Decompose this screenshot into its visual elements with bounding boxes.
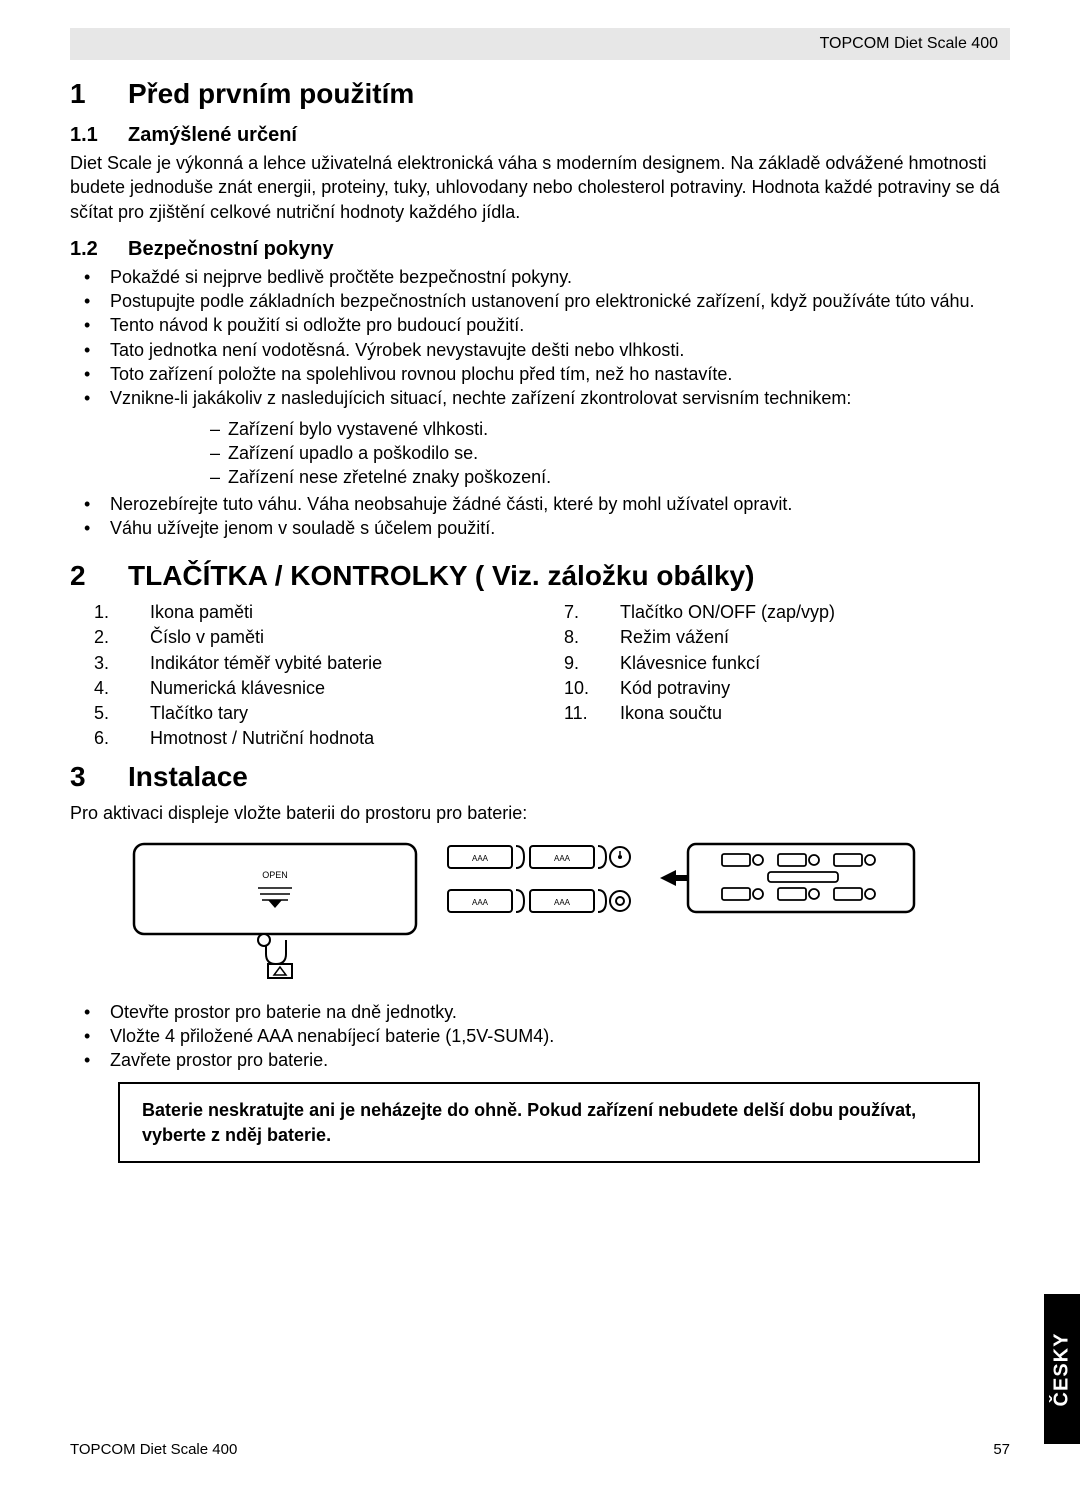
figure-panel-3 bbox=[658, 840, 918, 918]
list-item: 4. Numerická klávesnice bbox=[70, 676, 540, 701]
install-bullets: Otevřte prostor pro baterie na dně jedno… bbox=[70, 1000, 1010, 1073]
list-item-number: 11. bbox=[564, 701, 604, 726]
list-item: Toto zařízení položte na spolehlivou rov… bbox=[70, 362, 1010, 386]
list-item-number: 7. bbox=[564, 600, 604, 625]
header-product: TOPCOM Diet Scale 400 bbox=[820, 35, 998, 53]
list-item-text: Ikona paměti bbox=[150, 602, 253, 622]
language-tab-label: ČESKY bbox=[1051, 1332, 1074, 1406]
svg-text:AAA: AAA bbox=[472, 854, 489, 863]
language-tab: ČESKY bbox=[1044, 1294, 1080, 1444]
list-item: Zařízení upadlo a poškodilo se. bbox=[210, 441, 1010, 465]
list-item-text: Kód potraviny bbox=[620, 678, 730, 698]
subsection-1-2-number: 1.2 bbox=[70, 238, 128, 261]
section-3-heading: 3 Instalace bbox=[70, 761, 1010, 793]
list-item: 2. Číslo v paměti bbox=[70, 625, 540, 650]
safety-bullets-1: Pokaždé si nejprve bedlivě pročtěte bezp… bbox=[70, 265, 1010, 411]
list-item: 8. Režim vážení bbox=[540, 625, 1010, 650]
section-2-heading: 2 TLAČÍTKA / KONTROLKY ( Viz. záložku ob… bbox=[70, 560, 1010, 592]
list-item-text: Ikona součtu bbox=[620, 703, 722, 723]
list-item: 6. Hmotnost / Nutriční hodnota bbox=[70, 726, 540, 751]
list-item-number: 1. bbox=[94, 600, 134, 625]
list-item: 5. Tlačítko tary bbox=[70, 701, 540, 726]
section-1-number: 1 bbox=[70, 78, 128, 110]
list-item-text: Klávesnice funkcí bbox=[620, 653, 760, 673]
section-1-title: Před prvním použitím bbox=[128, 78, 414, 110]
list-item: 10. Kód potraviny bbox=[540, 676, 1010, 701]
para-1-1: Diet Scale je výkonná a lehce uživatelná… bbox=[70, 151, 1010, 224]
list-item-number: 5. bbox=[94, 701, 134, 726]
section-2-title: TLAČÍTKA / KONTROLKY ( Viz. záložku obál… bbox=[128, 560, 754, 592]
list-item: Zařízení bylo vystavené vlhkosti. bbox=[210, 417, 1010, 441]
list-item-text: Tlačítko ON/OFF (zap/vyp) bbox=[620, 602, 835, 622]
list-item: 3. Indikátor téměř vybité baterie bbox=[70, 651, 540, 676]
list-item-text: Numerická klávesnice bbox=[150, 678, 325, 698]
list-item: Postupujte podle základních bezpečnostní… bbox=[70, 289, 1010, 313]
list-item-number: 10. bbox=[564, 676, 604, 701]
section-2-number: 2 bbox=[70, 560, 128, 592]
subsection-1-2-title: Bezpečnostní pokyny bbox=[128, 238, 334, 261]
list-item-text: Číslo v paměti bbox=[150, 627, 264, 647]
list-item-number: 8. bbox=[564, 625, 604, 650]
list-item: Váhu užívejte jenom v souladě s účelem p… bbox=[70, 516, 1010, 540]
list-item-number: 9. bbox=[564, 651, 604, 676]
list-item: 7. Tlačítko ON/OFF (zap/vyp) bbox=[540, 600, 1010, 625]
svg-text:AAA: AAA bbox=[554, 898, 571, 907]
list-item-text: Hmotnost / Nutriční hodnota bbox=[150, 728, 374, 748]
para-3: Pro aktivaci displeje vložte baterii do … bbox=[70, 801, 1010, 825]
subsection-1-1-number: 1.1 bbox=[70, 124, 128, 147]
safety-dashes: Zařízení bylo vystavené vlhkosti.Zařízen… bbox=[210, 417, 1010, 490]
battery-warning: Baterie neskratujte ani je neházejte do … bbox=[118, 1082, 980, 1163]
svg-text:AAA: AAA bbox=[472, 898, 489, 907]
battery-warning-text: Baterie neskratujte ani je neházejte do … bbox=[142, 1100, 916, 1144]
list-item: Otevřte prostor pro baterie na dně jedno… bbox=[70, 1000, 1010, 1024]
list-item: 9. Klávesnice funkcí bbox=[540, 651, 1010, 676]
section-3-title: Instalace bbox=[128, 761, 248, 793]
footer: TOPCOM Diet Scale 400 57 bbox=[70, 1441, 1010, 1458]
list-item: Tento návod k použití si odložte pro bud… bbox=[70, 313, 1010, 337]
section-3-number: 3 bbox=[70, 761, 128, 793]
list-item: Pokaždé si nejprve bedlivě pročtěte bezp… bbox=[70, 265, 1010, 289]
list-item-number: 4. bbox=[94, 676, 134, 701]
subsection-1-1-heading: 1.1 Zamýšlené určení bbox=[70, 124, 1010, 147]
list-item: Nerozebírejte tuto váhu. Váha neobsahuje… bbox=[70, 492, 1010, 516]
list-item: Vznikne-li jakákoliv z nasledujícich sit… bbox=[70, 386, 1010, 410]
list-item-number: 6. bbox=[94, 726, 134, 751]
list-item: Zavřete prostor pro baterie. bbox=[70, 1048, 1010, 1072]
list-item: 11. Ikona součtu bbox=[540, 701, 1010, 726]
list-item-text: Tlačítko tary bbox=[150, 703, 248, 723]
svg-text:AAA: AAA bbox=[554, 854, 571, 863]
list-item-number: 2. bbox=[94, 625, 134, 650]
controls-list: 1. Ikona paměti 2. Číslo v paměti 3. Indikáto… bbox=[70, 600, 1010, 751]
list-item: Vložte 4 přiložené AAA nenabíjecí bateri… bbox=[70, 1024, 1010, 1048]
footer-page-number: 57 bbox=[993, 1441, 1010, 1458]
page: TOPCOM Diet Scale 400 1 Před prvním použ… bbox=[0, 28, 1080, 1492]
section-1-heading: 1 Před prvním použitím bbox=[70, 78, 1010, 110]
controls-left: 1. Ikona paměti 2. Číslo v paměti 3. Indikáto… bbox=[70, 600, 540, 751]
list-item-text: Indikátor téměř vybité baterie bbox=[150, 653, 382, 673]
list-item-number: 3. bbox=[94, 651, 134, 676]
open-label: OPEN bbox=[262, 870, 288, 880]
footer-left: TOPCOM Diet Scale 400 bbox=[70, 1441, 237, 1458]
controls-right: 7. Tlačítko ON/OFF (zap/vyp) 8. Režim vážen… bbox=[540, 600, 1010, 726]
subsection-1-1-title: Zamýšlené určení bbox=[128, 124, 297, 147]
battery-figure: OPEN AAA AAA bbox=[130, 840, 1010, 980]
list-item-text: Režim vážení bbox=[620, 627, 729, 647]
list-item: Tato jednotka není vodotěsná. Výrobek ne… bbox=[70, 338, 1010, 362]
figure-panel-2: AAA AAA AAA AAA bbox=[444, 840, 634, 930]
safety-bullets-2: Nerozebírejte tuto váhu. Váha neobsahuje… bbox=[70, 492, 1010, 541]
list-item: 1. Ikona paměti bbox=[70, 600, 540, 625]
subsection-1-2-heading: 1.2 Bezpečnostní pokyny bbox=[70, 238, 1010, 261]
list-item: Zařízení nese zřetelné znaky poškození. bbox=[210, 465, 1010, 489]
figure-panel-1: OPEN bbox=[130, 840, 420, 980]
header-bar: TOPCOM Diet Scale 400 bbox=[70, 28, 1010, 60]
